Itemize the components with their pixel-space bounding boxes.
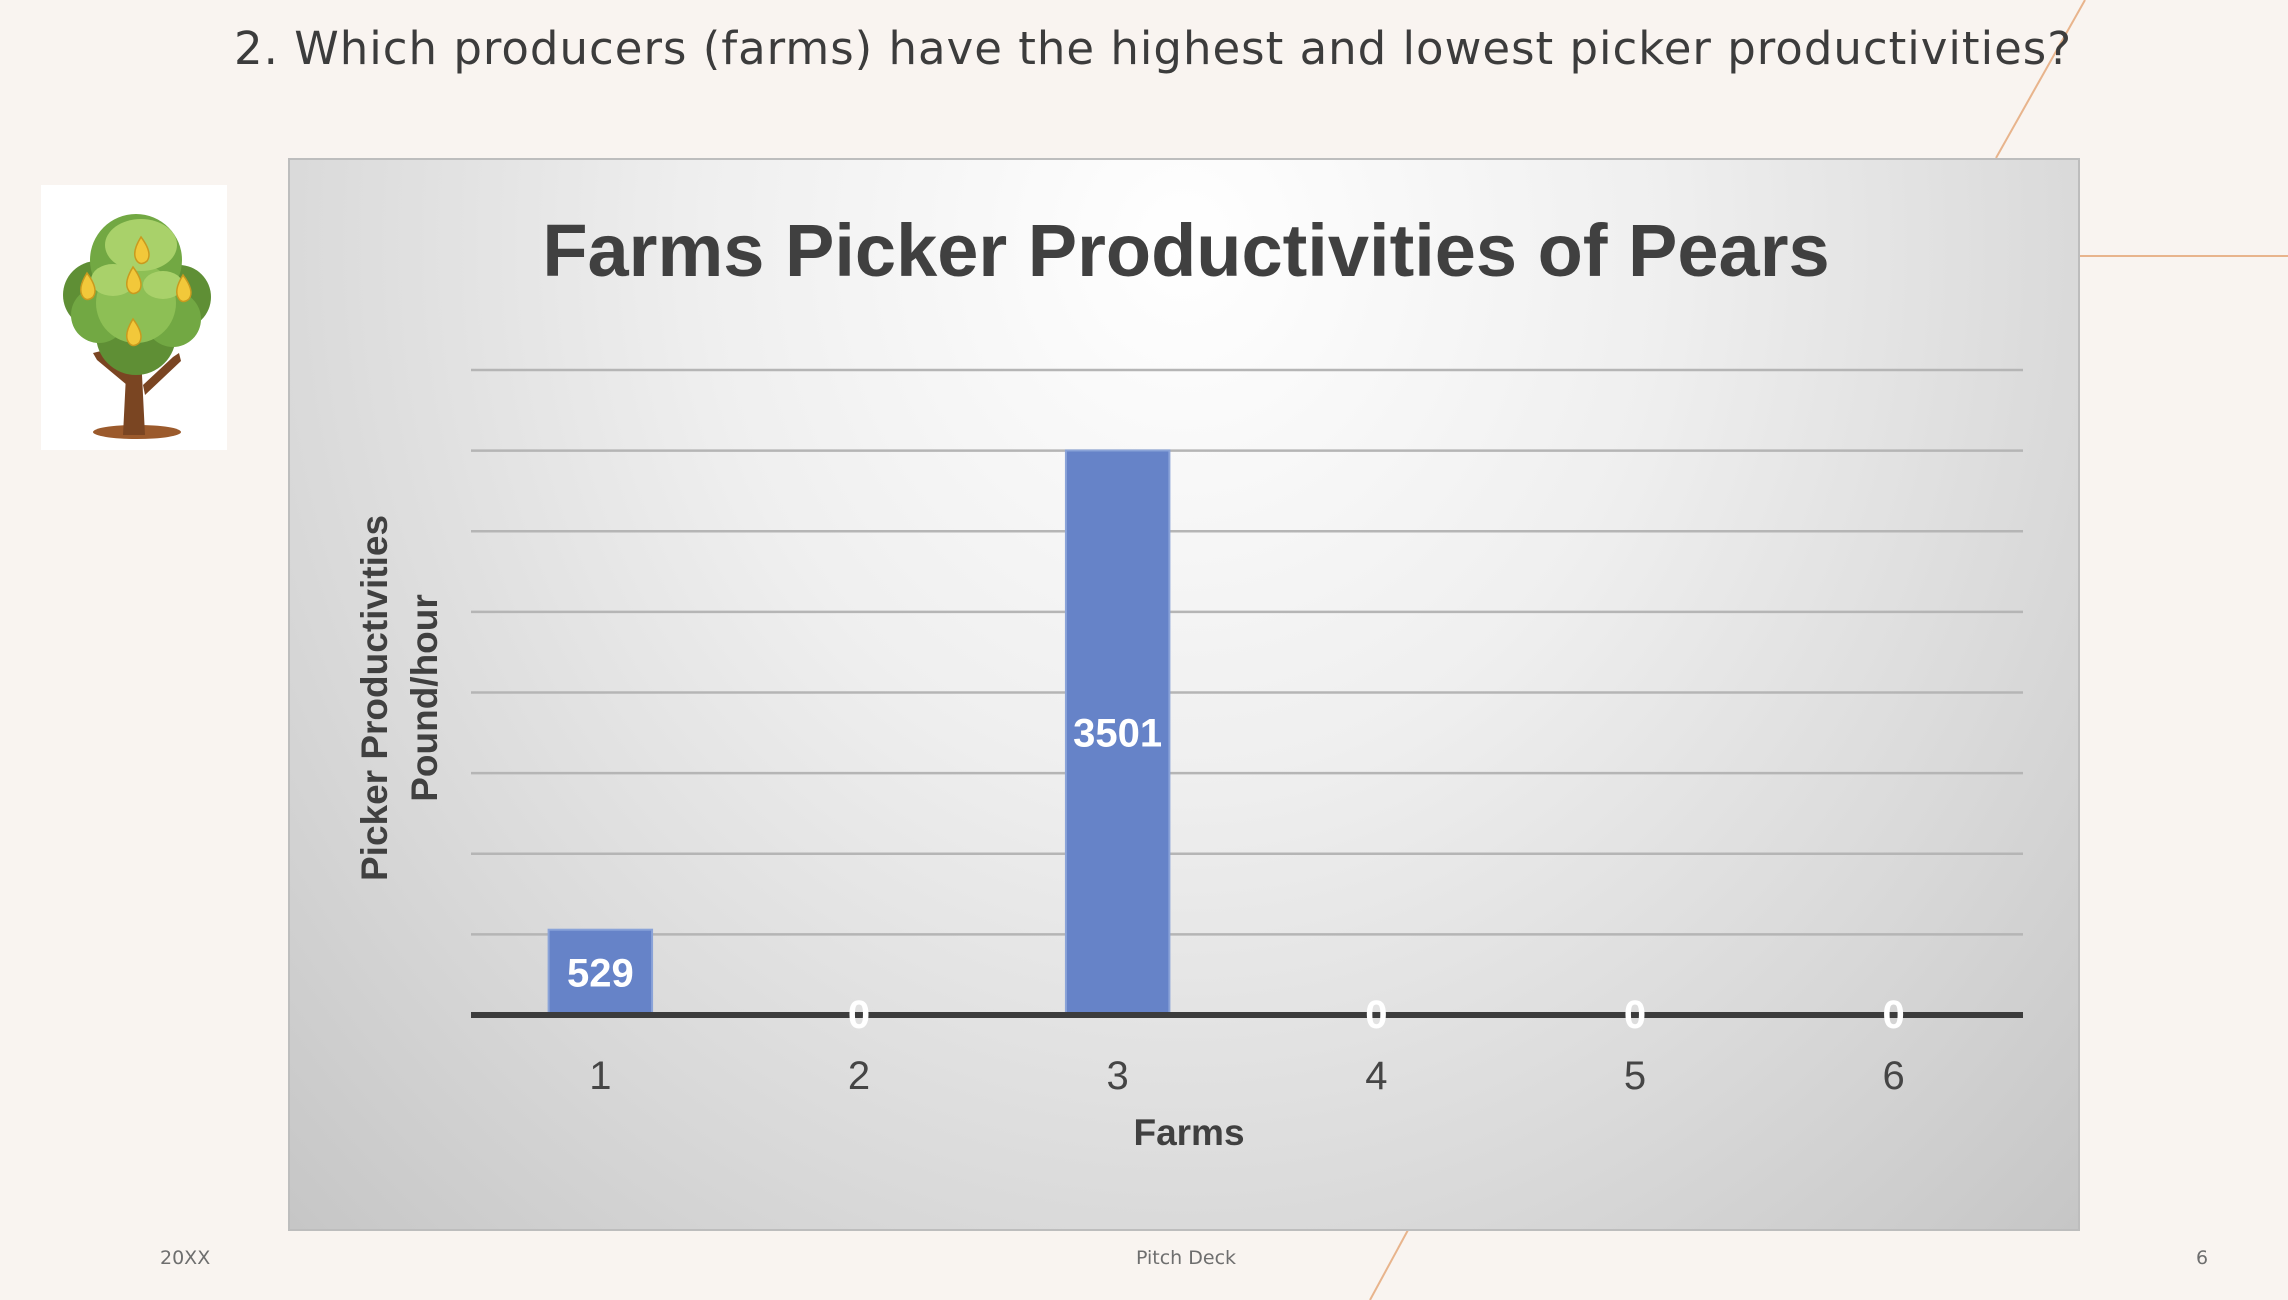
footer-page-number: 6 <box>2196 1247 2209 1269</box>
accent-line-bottom-diagonal <box>1369 1229 1409 1300</box>
footer-title: Pitch Deck <box>1135 1247 1237 1269</box>
x-tick-label: 2 <box>848 1054 870 1098</box>
pear-tree-icon <box>63 214 211 439</box>
chart-panel: Farms Picker Productivities of Pears 529… <box>288 158 2080 1231</box>
y-axis-title-line-2: Pound/hour <box>404 594 445 802</box>
y-axis-title-line-1: Picker Productivities <box>354 515 395 881</box>
x-tick-label: 4 <box>1365 1054 1387 1098</box>
x-tick-label: 5 <box>1624 1054 1646 1098</box>
gridlines <box>471 368 2023 936</box>
data-label: 3501 <box>1073 712 1162 756</box>
slide-heading: 2. Which producers (farms) have the high… <box>234 22 2073 75</box>
data-label: 529 <box>567 951 634 995</box>
data-labels: 529 0 3501 0 0 0 <box>567 712 1905 1037</box>
data-label: 0 <box>848 993 870 1037</box>
x-tick-label: 1 <box>589 1054 611 1098</box>
data-label: 0 <box>1883 993 1905 1037</box>
x-tick-label: 6 <box>1883 1054 1905 1098</box>
footer-year: 20XX <box>160 1247 211 1269</box>
chart-title: Farms Picker Productivities of Pears <box>542 209 1829 292</box>
data-label: 0 <box>1365 993 1387 1037</box>
x-tick-labels: 1 2 3 4 5 6 <box>589 1054 1905 1098</box>
x-tick-label: 3 <box>1107 1054 1129 1098</box>
data-label: 0 <box>1624 993 1646 1037</box>
x-axis-title: Farms <box>1133 1112 1244 1153</box>
bar-chart: Farms Picker Productivities of Pears 529… <box>354 209 2023 1153</box>
pear-tree-image <box>41 185 227 450</box>
